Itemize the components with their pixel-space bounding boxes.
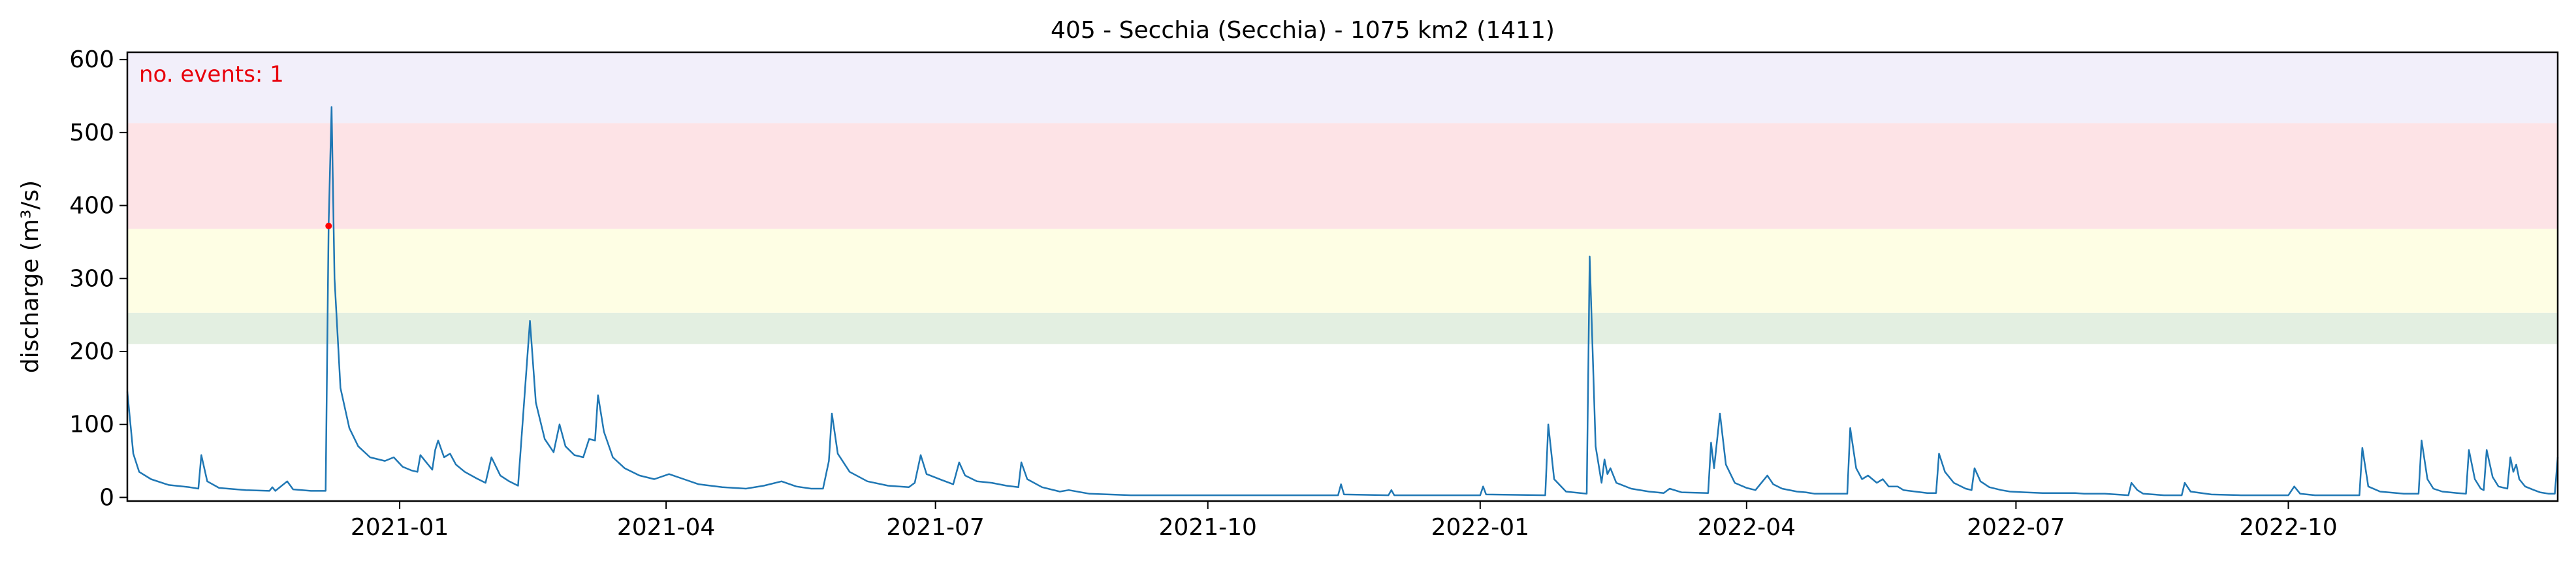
x-tick-label: 2021-04 bbox=[617, 514, 715, 541]
x-tick-label: 2022-10 bbox=[2239, 514, 2337, 541]
y-tick-label: 0 bbox=[99, 484, 114, 511]
plot-frame bbox=[126, 51, 2559, 502]
event-count-annotation: no. events: 1 bbox=[139, 61, 284, 88]
x-tick-label: 2021-10 bbox=[1159, 514, 1257, 541]
x-tick-label: 2021-01 bbox=[351, 514, 449, 541]
threshold-bands bbox=[127, 52, 2558, 344]
y-tick-label: 600 bbox=[69, 46, 114, 73]
y-tick-label: 500 bbox=[69, 120, 114, 146]
y-tick-label: 100 bbox=[69, 412, 114, 438]
band-2 bbox=[127, 123, 2558, 229]
x-axis: 2021-01 2021-04 2021-07 2021-10 2022-01 2022-… bbox=[351, 501, 2338, 541]
x-tick-label: 2022-04 bbox=[1698, 514, 1796, 541]
series-line-0 bbox=[126, 106, 2559, 496]
y-tick-label: 300 bbox=[69, 265, 114, 292]
event-marker bbox=[325, 222, 332, 229]
discharge-series bbox=[126, 106, 2559, 496]
y-axis-label: discharge (m³/s) bbox=[17, 180, 44, 373]
band-0 bbox=[127, 312, 2558, 344]
event-markers bbox=[325, 222, 332, 229]
y-axis: 0 100 200 300 400 500 600 bbox=[69, 46, 127, 511]
x-tick-label: 2022-01 bbox=[1431, 514, 1529, 541]
band-3 bbox=[127, 52, 2558, 123]
band-1 bbox=[127, 229, 2558, 313]
y-tick-label: 200 bbox=[69, 338, 114, 365]
y-tick-label: 400 bbox=[69, 193, 114, 219]
chart-title: 405 - Secchia (Secchia) - 1075 km2 (1411… bbox=[1051, 17, 1555, 44]
x-tick-label: 2021-07 bbox=[886, 514, 984, 541]
x-tick-label: 2022-07 bbox=[1967, 514, 2065, 541]
